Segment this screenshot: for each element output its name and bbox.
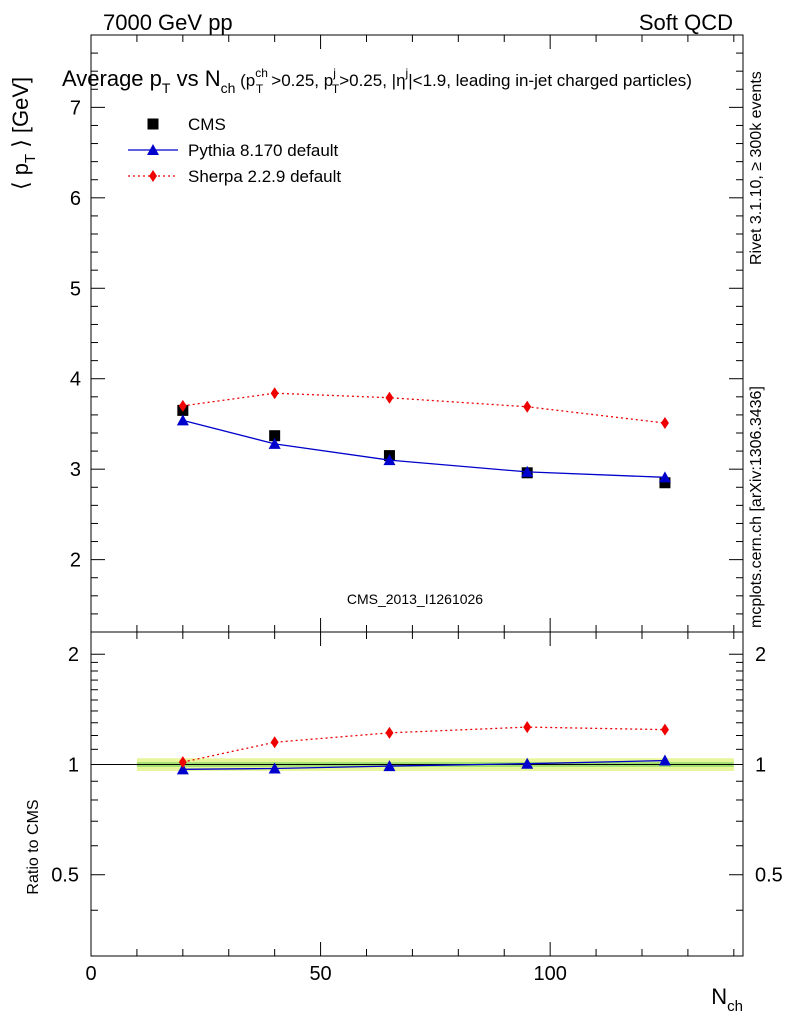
main-y-tick-label: 2 (70, 550, 81, 572)
header-right: Soft QCD (639, 10, 733, 35)
main-y-tick-label: 6 (70, 188, 81, 210)
legend-pythia-marker (147, 144, 159, 155)
main-sherpa-point (270, 387, 279, 400)
ratio-y-tick-label-right: 2 (755, 644, 766, 666)
legend-sherpa-label: Sherpa 2.2.9 default (188, 167, 341, 186)
main-pythia-point (383, 454, 396, 466)
main-sherpa-line (182, 392, 666, 424)
main-y-tick-label: 5 (70, 278, 81, 300)
main-pythia-point (521, 465, 534, 477)
rivet-label: Rivet 3.1.10, ≥ 300k events (748, 71, 765, 265)
main-y-axis-label: ⟨ pT ⟩ [GeV] (8, 77, 39, 190)
main-y-tick-label: 3 (70, 459, 81, 481)
ratio-sherpa-point (385, 726, 394, 739)
ratio-sherpa-point (523, 721, 532, 734)
ratio-pythia-point (268, 762, 281, 774)
main-sherpa-point (178, 399, 187, 412)
main-y-tick-label: 7 (70, 97, 81, 119)
x-axis-label: Nch (711, 984, 743, 1015)
ratio-y-tick-label: 0.5 (51, 865, 79, 887)
ratio-y-tick-label: 2 (68, 644, 79, 666)
ratio-frame (90, 631, 744, 957)
mcplots-label: mcplots.cern.ch [arXiv:1306.3436] (748, 386, 765, 628)
x-tick-label: 50 (309, 963, 331, 985)
ratio-y-tick-label: 1 (68, 754, 79, 776)
main-cms-point (659, 477, 671, 489)
legend-sherpa-marker (149, 170, 157, 182)
ratio-pythia-point (521, 757, 534, 769)
watermark: CMS_2013_I1261026 (347, 591, 483, 607)
main-pythia-line (182, 419, 665, 478)
legend-cms-marker (147, 118, 159, 130)
main-pythia-point (658, 471, 671, 483)
ratio-y-tick-label-right: 0.5 (755, 865, 783, 887)
legend: CMS Pythia 8.170 default Sherpa 2.2.9 defa… (128, 115, 341, 186)
legend-cms-label: CMS (188, 115, 226, 134)
main-pythia-point (268, 437, 281, 449)
ratio-y-tick-label-right: 1 (755, 754, 766, 776)
legend-pythia-label: Pythia 8.170 default (188, 141, 339, 160)
x-tick-label: 0 (85, 963, 96, 985)
main-pythia-point (176, 414, 189, 426)
main-y-tick-label: 4 (70, 369, 81, 391)
ratio-pythia-point (176, 763, 189, 775)
ratio-pythia-point (383, 760, 396, 772)
ratio-sherpa-point (660, 723, 669, 736)
ratio-panel: 0 50 100 0.5 0.5 1 1 2 2 (51, 631, 783, 985)
ratio-y-axis-label: Ratio to CMS (25, 799, 42, 894)
x-tick-label: 100 (533, 963, 566, 985)
main-sherpa-point (385, 391, 394, 404)
header-left: 7000 GeV pp (103, 10, 233, 35)
ratio-pythia-point (658, 754, 671, 766)
chart-title: Average pT vs Nch (pch T >0.25, pj T>0.25, … (62, 66, 692, 96)
main-sherpa-point (660, 417, 669, 430)
ratio-sherpa-point (270, 736, 279, 749)
main-panel: 2 3 4 5 6 7 (70, 34, 744, 633)
main-cms-point (269, 430, 281, 442)
main-sherpa-point (523, 400, 532, 413)
ratio-sherpa-point (178, 756, 187, 769)
ratio-sherpa-line (182, 726, 665, 763)
